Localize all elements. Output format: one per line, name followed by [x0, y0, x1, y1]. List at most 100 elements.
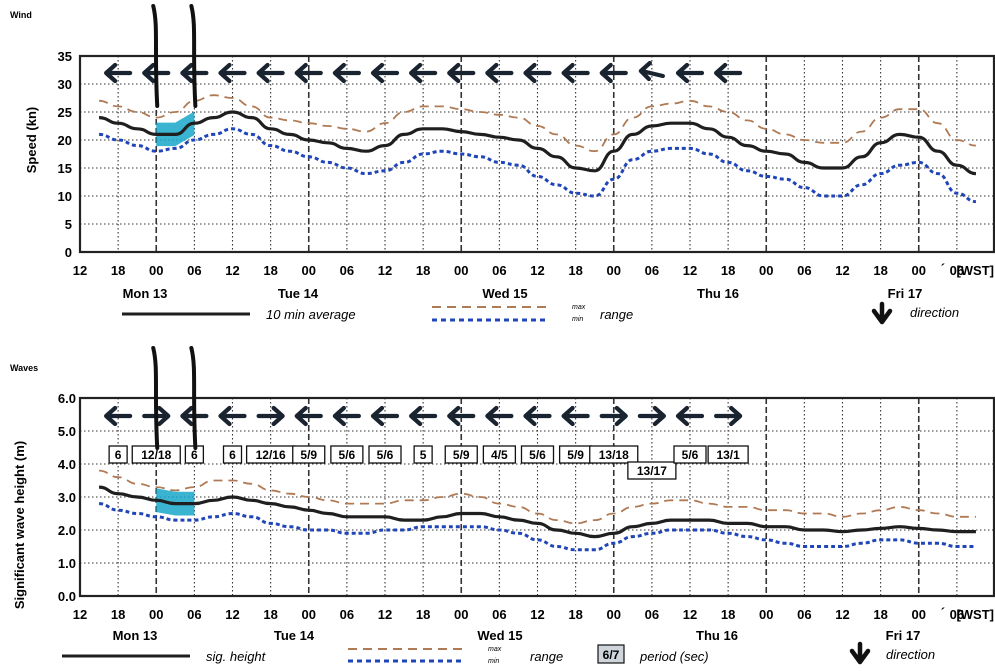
waves-timezone-label: [WST] — [956, 607, 994, 622]
waves-x-tick-label: 18 — [111, 607, 125, 622]
waves-direction-arrow-east — [637, 405, 666, 427]
waves-period-label: 5/9 — [453, 448, 470, 462]
wind-plot-area: 0 5 10 15 20 25 30 35 12 18 00 06 12 18 00 06 12 18 00 06 12… — [58, 4, 995, 301]
waves-direction-arrow-west — [485, 405, 514, 427]
waves-direction-arrow-west — [561, 405, 590, 427]
wind-handdrawn-mark — [189, 4, 198, 108]
waves-direction-arrow-west — [447, 405, 476, 427]
wind-direction-arrow-west — [523, 62, 552, 84]
wind-x-tick-label: 00 — [454, 263, 468, 278]
waves-direction-arrow-west — [104, 405, 133, 427]
wind-direction-arrow-west — [409, 62, 438, 84]
wind-timezone-label: [WST] — [956, 263, 994, 278]
wind-y-tick-label: 35 — [58, 49, 72, 64]
waves-period-label: 13/18 — [599, 448, 629, 462]
waves-series-line-min — [98, 502, 976, 552]
waves-x-tick-label: 06 — [950, 607, 964, 622]
waves-x-tick-label: 06 — [492, 607, 506, 622]
waves-period-box: 4/5 — [482, 445, 517, 464]
waves-period-box: 5/6 — [330, 445, 364, 464]
waves-y-tick-label: 4.0 — [58, 457, 76, 472]
waves-period-label: 5/6 — [529, 448, 546, 462]
waves-direction-arrow-west — [332, 405, 361, 427]
wind-chart-title: Wind — [10, 10, 32, 20]
waves-period-box: 5/6 — [368, 445, 402, 464]
waves-period-box-frame — [368, 445, 402, 464]
waves-x-tick-label: 00 — [912, 607, 926, 622]
waves-x-tick-label: 06 — [645, 607, 659, 622]
wind-direction-arrow-west — [675, 62, 705, 84]
wind-x-tick-label: 00 — [607, 263, 621, 278]
wind-direction-arrow-west — [294, 62, 323, 84]
waves-period-label: 5/6 — [339, 448, 356, 462]
waves-y-tick-label: 6.0 — [58, 391, 76, 406]
waves-x-tick-label: 18 — [568, 607, 582, 622]
waves-direction-arrow-west — [675, 405, 705, 427]
waves-period-label: 12/16 — [256, 448, 286, 462]
waves-x-tick-label: 12 — [683, 607, 697, 622]
wind-y-axis-label: Speed (kn) — [24, 107, 39, 173]
waves-period-box-frame — [482, 445, 517, 464]
waves-x-tick-label: 18 — [416, 607, 430, 622]
wind-highlight-band — [156, 111, 195, 147]
wind-x-tick-label: 06 — [187, 263, 201, 278]
wind-x-tick-label: 12 — [225, 263, 239, 278]
waves-x-tick-label: 12 — [530, 607, 544, 622]
wind-direction-arrow-west — [370, 62, 400, 84]
waves-legend-direction-icon — [849, 641, 871, 665]
waves-period-box: 5/9 — [558, 445, 593, 464]
waves-direction-arrow-west — [523, 405, 552, 427]
wind-direction-arrow-west — [104, 62, 133, 84]
wind-y-tick-label: 5 — [65, 217, 72, 232]
wind-legend-direction-icon — [871, 301, 893, 325]
waves-period-box-frame — [589, 445, 639, 464]
wind-day-label: Fri 17 — [888, 286, 923, 301]
wind-direction-arrow-west — [599, 62, 628, 84]
wind-x-tick-label: 18 — [416, 263, 430, 278]
waves-direction-arrow-east — [256, 405, 285, 427]
waves-x-tick-label: 00 — [302, 607, 316, 622]
wind-direction-arrow-west — [447, 62, 476, 84]
wind-x-tick-label: 18 — [263, 263, 277, 278]
wind-x-tick-label: 00 — [149, 263, 163, 278]
wind-direction-arrow-west — [332, 62, 361, 84]
waves-day-label: Thu 16 — [696, 628, 738, 643]
wind-x-tick-label: 12 — [378, 263, 392, 278]
waves-period-box-frame — [707, 445, 749, 464]
waves-y-tick-label: 5.0 — [58, 424, 76, 439]
wind-legend-max-label: max — [572, 304, 586, 311]
waves-period-label: 6 — [115, 448, 122, 462]
waves-period-label: 13/17 — [637, 464, 667, 478]
waves-period-box-frame — [330, 445, 364, 464]
wind-direction-arrow-west — [714, 62, 743, 84]
waves-period-label: 6 — [191, 448, 198, 462]
waves-day-label: Tue 14 — [274, 628, 315, 643]
wind-x-tick-label: 18 — [111, 263, 125, 278]
waves-period-box: 5/6 — [673, 445, 707, 464]
waves-direction-arrow-west — [409, 405, 438, 427]
wind-legend-direction-label: direction — [910, 305, 959, 320]
wind-x-tick-label: 18 — [721, 263, 735, 278]
wind-x-tick-label: 12 — [73, 263, 87, 278]
waves-period-box: 13/1 — [707, 445, 749, 464]
wind-legend-min-label: min — [572, 316, 583, 323]
waves-y-axis-label: Significant wave height (m) — [12, 441, 27, 609]
waves-handdrawn-mark — [151, 346, 160, 450]
waves-period-box-frame — [444, 445, 478, 464]
wind-day-label: Tue 14 — [278, 286, 319, 301]
waves-x-tick-label: 18 — [873, 607, 887, 622]
waves-tick-mark: ´ — [941, 605, 945, 620]
waves-x-tick-label: 00 — [607, 607, 621, 622]
waves-legend-period-box — [597, 644, 625, 664]
waves-period-box: 13/17 — [627, 461, 677, 480]
waves-x-tick-label: 12 — [73, 607, 87, 622]
waves-period-box: 5/9 — [444, 445, 478, 464]
waves-period-box-frame — [222, 445, 243, 464]
wind-x-tick-label: 12 — [835, 263, 849, 278]
wind-direction-arrow-west — [638, 60, 665, 82]
wind-direction-arrow-west — [256, 62, 285, 84]
waves-period-label: 5 — [420, 448, 427, 462]
waves-period-box-frame — [673, 445, 707, 464]
wind-direction-arrow-west — [485, 62, 514, 84]
